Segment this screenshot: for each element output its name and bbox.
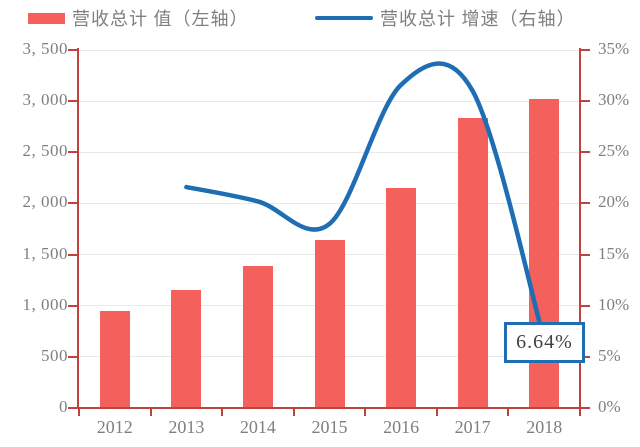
bar-2015 [314, 240, 345, 408]
x-axis-label-2016: 2016 [383, 417, 420, 437]
left-tick-3500 [68, 49, 79, 51]
x-axis-label-2012: 2012 [96, 417, 133, 437]
bar-2012 [99, 311, 130, 408]
right-axis-label-1: 5% [598, 345, 621, 365]
growth-data-label-2018: 6.64% [504, 322, 585, 363]
x-tick-7 [579, 408, 581, 416]
gridline-2000 [79, 202, 580, 204]
legend-label-revenue-value: 营收总计 值（左轴） [72, 9, 249, 29]
left-axis-label-6: 3, 000 [22, 90, 68, 110]
left-y-axis-line [77, 48, 79, 409]
left-tick-500 [68, 355, 79, 358]
bar-2014 [242, 266, 273, 408]
legend-item-revenue-value: 营收总计 值（左轴） [28, 4, 249, 32]
right-axis-label-5: 25% [598, 141, 630, 161]
bar-2017 [457, 117, 488, 408]
left-axis-label-0: 0 [59, 397, 68, 416]
x-tick-2 [221, 408, 224, 416]
bar-2016 [386, 188, 417, 408]
right-tick-25 [579, 151, 590, 154]
legend-item-revenue-growth: 营收总计 增速（右轴） [315, 4, 576, 32]
right-axis-label-0: 0% [598, 397, 621, 416]
left-tick-2500 [68, 151, 79, 154]
left-axis-label-1: 500 [41, 345, 68, 365]
x-axis-label-2018: 2018 [526, 417, 563, 437]
line-series-swatch-icon [315, 16, 373, 20]
right-axis-label-6: 30% [598, 90, 630, 110]
right-tick-0 [579, 407, 590, 409]
right-tick-35 [579, 49, 590, 51]
left-tick-1500 [68, 253, 79, 256]
right-axis-label-3: 15% [598, 243, 630, 263]
left-axis-label-5: 2, 500 [22, 141, 68, 161]
right-tick-20 [579, 202, 590, 205]
x-axis-label-2017: 2017 [454, 417, 491, 437]
left-tick-2000 [68, 202, 79, 205]
right-tick-30 [579, 100, 590, 103]
left-axis-label-3: 1, 500 [22, 243, 68, 263]
left-axis-label-2: 1, 000 [22, 294, 68, 314]
x-axis-line [77, 407, 581, 409]
left-tick-1000 [68, 304, 79, 307]
x-tick-3 [292, 408, 295, 416]
legend-label-revenue-growth: 营收总计 增速（右轴） [380, 9, 576, 29]
growth-line-path [184, 61, 547, 343]
x-axis-label-2015: 2015 [311, 417, 348, 437]
bar-series-swatch-icon [28, 12, 65, 24]
right-tick-15 [579, 253, 590, 256]
gridline-3000 [79, 100, 580, 102]
x-tick-5 [435, 408, 438, 416]
gridline-3500 [79, 49, 580, 51]
right-axis-label-4: 20% [598, 192, 630, 212]
x-tick-6 [507, 408, 510, 416]
gridline-2500 [79, 151, 580, 153]
bar-2013 [171, 290, 202, 408]
right-tick-10 [579, 304, 590, 307]
x-tick-1 [149, 408, 152, 416]
left-axis-label-7: 3, 500 [22, 39, 68, 58]
x-tick-0 [78, 408, 80, 416]
left-tick-0 [68, 407, 79, 409]
right-axis-label-2: 10% [598, 294, 630, 314]
left-axis-label-4: 2, 000 [22, 192, 68, 212]
right-y-axis-line [579, 48, 581, 409]
x-tick-4 [364, 408, 367, 416]
right-axis-label-7: 35% [598, 39, 630, 58]
x-axis-label-2013: 2013 [168, 417, 205, 437]
left-tick-3000 [68, 100, 79, 103]
x-axis-label-2014: 2014 [239, 417, 276, 437]
